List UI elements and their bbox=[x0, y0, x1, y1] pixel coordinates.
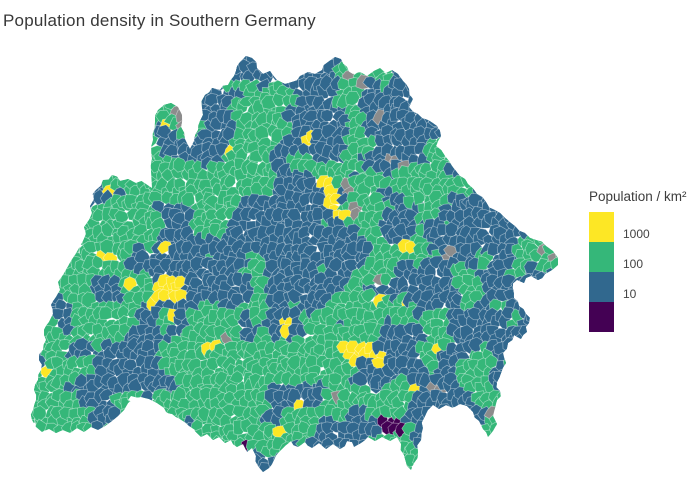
legend-swatch-high bbox=[589, 212, 614, 242]
legend: Population / km² 1000 100 10 bbox=[589, 189, 687, 332]
chart-title: Population density in Southern Germany bbox=[3, 11, 316, 30]
legend-swatch-mid bbox=[589, 242, 614, 272]
legend-title: Population / km² bbox=[589, 189, 687, 204]
legend-tick-1000: 1000 bbox=[623, 227, 650, 241]
legend-swatch-verylow bbox=[589, 302, 614, 332]
legend-tick-100: 100 bbox=[623, 257, 644, 271]
legend-tick-10: 10 bbox=[623, 287, 637, 301]
legend-colorbar: 1000 100 10 bbox=[589, 212, 650, 332]
legend-swatch-low bbox=[589, 272, 614, 302]
